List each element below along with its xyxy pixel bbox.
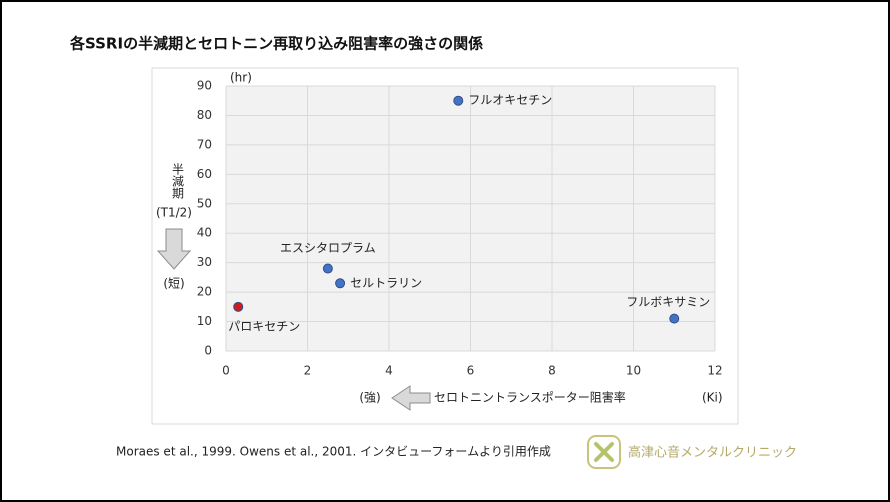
- point: [453, 95, 464, 106]
- y-unit: (hr): [230, 71, 252, 85]
- down-arrow: [156, 228, 192, 270]
- x-tick-label: 4: [385, 364, 393, 378]
- plot: 0 10 20 30 40 50 60 70 80 90 0 2 4 6 8 10 12 フルオキセチンエスシタロ…: [197, 79, 723, 378]
- y-tick-label: 70: [197, 137, 212, 151]
- x-tick-label: 12: [707, 364, 722, 378]
- y-tick-label: 80: [197, 108, 212, 122]
- y-label: 半減期: [171, 163, 185, 199]
- logo-icon: [587, 435, 621, 469]
- point-label: フルオキセチン: [468, 93, 552, 107]
- y-tick-label: 10: [197, 314, 212, 328]
- x-direction: (強): [359, 391, 380, 405]
- point-label: フルボキサミン: [626, 295, 710, 309]
- left-arrow: [391, 385, 431, 411]
- x-tick-label: 10: [626, 364, 641, 378]
- citation: Moraes et al., 1999. Owens et al., 2001.…: [116, 445, 551, 459]
- y-label-sub: (T1/2): [156, 206, 192, 220]
- x-tick-label: 6: [467, 364, 475, 378]
- point-label: エスシタロプラム: [280, 241, 376, 255]
- point: [233, 301, 244, 312]
- y-tick-label: 40: [197, 226, 212, 240]
- x-tick-label: 0: [222, 364, 230, 378]
- y-tick-label: 30: [197, 255, 212, 269]
- chart-title: 各SSRIの半減期とセロトニン再取り込み阻害率の強さの関係: [69, 35, 483, 53]
- point: [322, 263, 333, 274]
- point: [335, 278, 346, 289]
- y-direction: (短): [163, 277, 184, 291]
- y-tick-label: 60: [197, 167, 212, 181]
- y-tick-label: 50: [197, 196, 212, 210]
- x-label: セロトニントランスポーター阻害率: [434, 390, 626, 405]
- x-unit: (Ki): [702, 391, 723, 405]
- point: [669, 313, 680, 324]
- point-label: パロキセチン: [228, 319, 300, 333]
- y-tick-label: 90: [197, 79, 212, 93]
- x-tick-label: 8: [548, 364, 556, 378]
- y-tick-label: 20: [197, 285, 212, 299]
- logo-text: 高津心音メンタルクリニック: [628, 445, 797, 461]
- y-tick-label: 0: [204, 344, 212, 358]
- point-label: セルトラリン: [350, 276, 422, 290]
- x-tick-label: 2: [304, 364, 312, 378]
